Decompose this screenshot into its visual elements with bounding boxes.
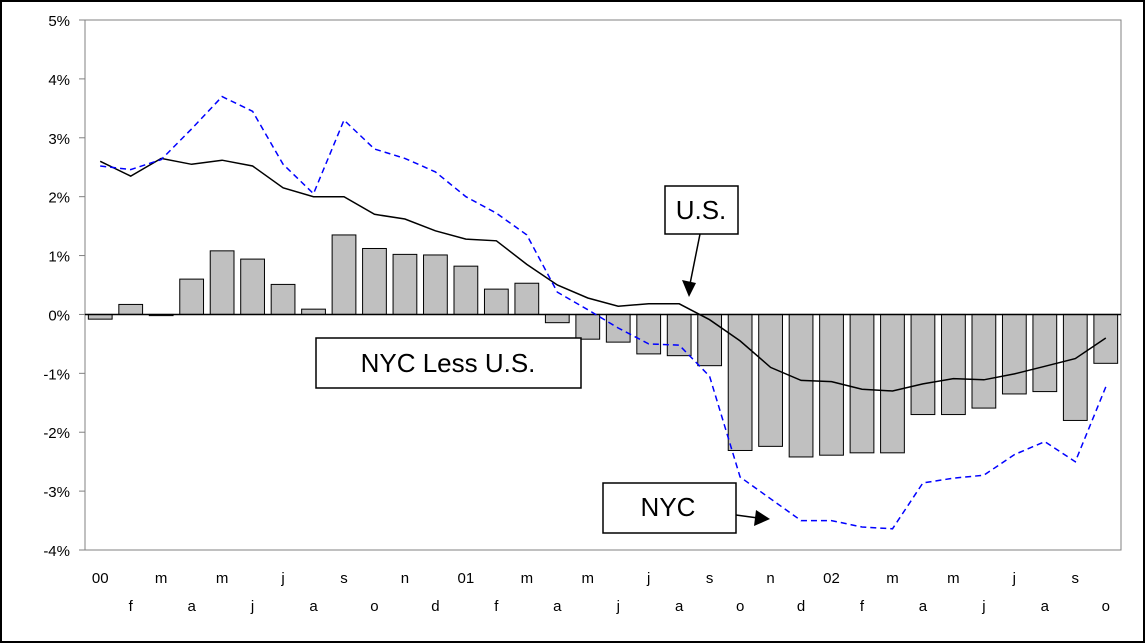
x-tick-label: 01 <box>458 570 475 587</box>
y-tick-label: 0% <box>48 307 70 324</box>
x-tick-label: 00 <box>92 570 109 587</box>
y-tick-label: -4% <box>43 543 70 560</box>
bar <box>666 313 692 357</box>
x-tick-label: o <box>736 598 744 615</box>
x-tick-label: o <box>1102 598 1110 615</box>
series-line-nyc <box>100 95 1107 530</box>
line-series <box>99 95 1107 530</box>
x-tick-label: j <box>250 598 254 615</box>
bar <box>179 278 205 315</box>
x-tick-label: a <box>675 598 684 615</box>
y-tick-label: -3% <box>43 484 70 501</box>
bar-series <box>87 234 1119 458</box>
x-tick-label: m <box>886 570 899 587</box>
x-tick-label: f <box>129 598 134 615</box>
y-tick-label: 2% <box>48 190 70 207</box>
x-tick-label: s <box>340 570 348 587</box>
x-tick-label: f <box>860 598 865 615</box>
bar <box>971 313 997 409</box>
x-tick-label: s <box>1072 570 1080 587</box>
x-tick-label: m <box>582 570 595 587</box>
callout-nyc: NYC <box>602 482 770 534</box>
bar <box>392 253 418 315</box>
x-tick-label: a <box>309 598 318 615</box>
x-tick-label: j <box>981 598 985 615</box>
x-tick-label: j <box>646 570 650 587</box>
bar <box>636 313 662 355</box>
bar <box>209 250 235 315</box>
x-tick-label: m <box>947 570 960 587</box>
y-tick-label: 3% <box>48 131 70 148</box>
callout-us-arrowhead <box>682 280 696 297</box>
bar <box>910 313 936 416</box>
bar <box>514 282 540 315</box>
bar <box>849 313 875 454</box>
bar <box>453 265 479 315</box>
bar <box>544 313 570 324</box>
bar <box>423 254 448 315</box>
bar <box>1001 313 1027 395</box>
bar <box>880 313 905 454</box>
series-line-u-s <box>99 157 1107 392</box>
callout-us-arrow <box>688 233 701 290</box>
x-tick-label: j <box>1012 570 1016 587</box>
y-tick-label: -2% <box>43 425 70 442</box>
bar <box>941 313 966 416</box>
bar <box>483 288 509 315</box>
bar <box>270 283 296 315</box>
x-tick-label: d <box>431 598 439 615</box>
bar <box>697 313 723 367</box>
x-tick-label: j <box>280 570 284 587</box>
callout-nyc-less-us-box <box>315 337 582 389</box>
bar <box>240 258 265 315</box>
x-tick-label: 02 <box>823 570 840 587</box>
callout-us-box <box>664 185 739 235</box>
x-tick-label: n <box>401 570 409 587</box>
callout-nyc-box <box>602 482 737 534</box>
bar <box>362 247 387 315</box>
callout-us-label: U.S. <box>676 195 727 225</box>
x-tick-label: a <box>1041 598 1050 615</box>
x-tick-label: j <box>616 598 620 615</box>
x-tick-label: m <box>216 570 229 587</box>
callout-nyc-less-us-label: NYC Less U.S. <box>361 348 536 378</box>
y-axis: 5% 4% 3% 2% 1% 0% -1% -2% -3% -4% <box>43 13 86 560</box>
x-tick-label: n <box>766 570 774 587</box>
x-tick-label: m <box>155 570 168 587</box>
y-tick-label: -1% <box>43 366 70 383</box>
bar <box>788 313 814 458</box>
callout-nyc-arrowhead <box>754 510 770 526</box>
y-tick-label: 5% <box>48 13 70 30</box>
bar <box>331 234 357 315</box>
bar <box>1032 313 1058 393</box>
bar <box>819 313 844 456</box>
bar <box>575 313 601 340</box>
x-tick-label: s <box>706 570 714 587</box>
bar <box>758 313 783 447</box>
callout-nyc-less-us: NYC Less U.S. <box>315 337 582 389</box>
bar <box>1062 313 1088 421</box>
bar <box>301 308 326 315</box>
x-tick-label: a <box>553 598 562 615</box>
y-tick-label: 4% <box>48 72 70 89</box>
callout-nyc-label: NYC <box>641 492 696 522</box>
bar <box>118 303 144 315</box>
x-tick-label: o <box>370 598 378 615</box>
x-tick-label: a <box>919 598 928 615</box>
x-tick-label: d <box>797 598 805 615</box>
x-tick-label: m <box>521 570 534 587</box>
x-axis-labels: 00 f m a m j j a s o n d 01 f m a m j j a s o n d 02 f m a m j j a s o <box>92 570 1110 615</box>
y-tick-label: 1% <box>48 249 70 266</box>
x-tick-label: f <box>494 598 499 615</box>
x-tick-label: a <box>187 598 196 615</box>
callout-us: U.S. <box>664 185 739 297</box>
callout-nyc-arrow <box>735 514 759 519</box>
